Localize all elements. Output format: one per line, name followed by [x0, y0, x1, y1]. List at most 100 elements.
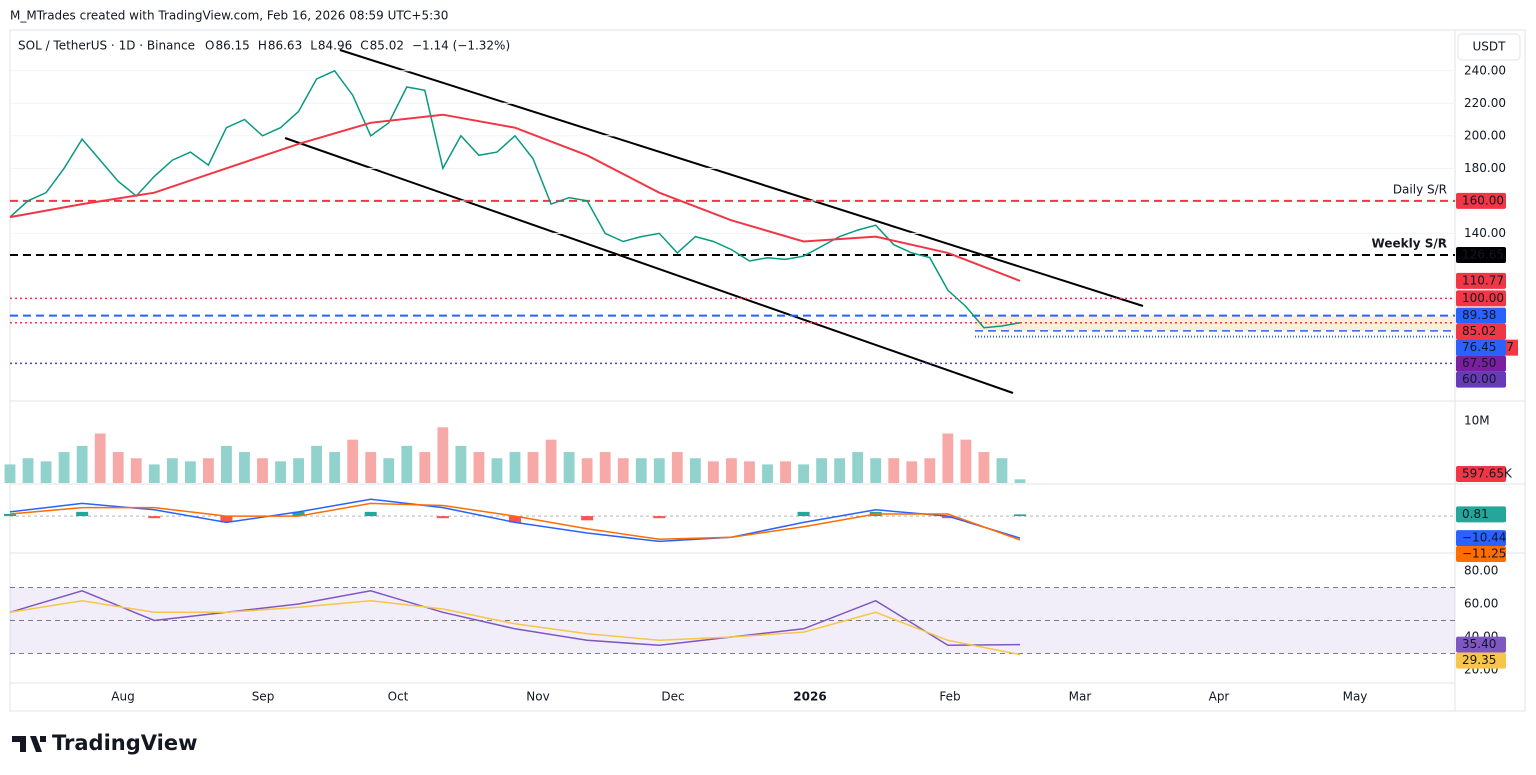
rsi-line [9, 590, 1021, 647]
channel-upper [339, 49, 1144, 307]
moving-average [9, 113, 1021, 282]
volume-bar [221, 445, 232, 483]
histogram-bar [436, 516, 449, 519]
volume-bar [22, 458, 34, 483]
currency-button[interactable] [1457, 33, 1521, 61]
volume-bar [311, 445, 323, 483]
volume-bar [437, 427, 449, 483]
volume-bar [293, 458, 304, 483]
volume-bar [563, 452, 575, 483]
level-label: 67.50 [1462, 356, 1496, 370]
ohlc-value: 84.96 [318, 39, 352, 53]
volume-bar [76, 445, 88, 483]
volume-bar [834, 458, 846, 483]
volume-bar [762, 464, 773, 483]
volume-bar [527, 452, 539, 483]
price-line [9, 69, 1021, 329]
volume-bar [184, 461, 196, 483]
histogram-bar [581, 516, 594, 521]
macd-label: −10.44 [1462, 531, 1506, 545]
volume-bar [239, 452, 250, 483]
x-tick-label: Feb [939, 690, 960, 704]
histogram-bar [4, 513, 16, 517]
volume-bar [58, 452, 70, 483]
histogram-bar [653, 516, 666, 519]
macd-label-box [1456, 546, 1506, 562]
volume-bar [347, 439, 359, 483]
ohlc-key: L [310, 39, 317, 53]
volume-bar [996, 458, 1008, 483]
volume-bar [744, 461, 755, 483]
volume-bar [40, 461, 52, 483]
histogram-bar [797, 511, 810, 517]
currency[interactable]: USDT [1473, 40, 1507, 54]
y-tick-label: 220.00 [1464, 96, 1506, 110]
histogram-bar [1014, 514, 1026, 517]
level-label: 60.00 [1462, 372, 1496, 386]
histogram-bar [509, 516, 521, 523]
rsi-label-box [1456, 652, 1506, 669]
volume-bar [275, 461, 286, 483]
histogram-bar [292, 511, 305, 517]
volume-bar [329, 452, 341, 483]
volume-label: 597.65K [1462, 467, 1513, 481]
volume-bar [726, 458, 737, 483]
last-price-box [1456, 323, 1506, 340]
y-tick-label: 200.00 [1464, 128, 1506, 142]
frame [9, 29, 1526, 712]
ohlc-key: O [205, 39, 214, 53]
level-label: 126.65 [1462, 248, 1504, 262]
volume-bar [816, 458, 828, 483]
symbol: SOL / TetherUS · 1D · Binance [18, 39, 195, 53]
level-text: Daily S/R [1393, 182, 1447, 196]
level-label-box [1456, 272, 1506, 289]
macd-label: −11.25 [1462, 547, 1506, 561]
level-label-box [1456, 307, 1506, 324]
rsi-line [9, 599, 1021, 656]
volume-bar [870, 458, 882, 483]
volume-bar [780, 461, 791, 483]
rsi-label: 35.40 [1462, 637, 1496, 651]
y-tick-label: 180.00 [1464, 161, 1506, 175]
rsi-label: 29.35 [1462, 653, 1496, 667]
y-tick-label: 240.00 [1464, 63, 1506, 77]
y-tick-label: 80.00 [1464, 564, 1498, 578]
histogram-bar [941, 516, 954, 519]
volume-bar [491, 458, 503, 483]
volume-bar [581, 458, 593, 483]
volume-bar [202, 458, 214, 483]
volume-bar [978, 452, 990, 483]
y-tick-label: 10M [1464, 414, 1490, 428]
level-label: 160.00 [1462, 193, 1504, 207]
channel-lower [284, 137, 1014, 394]
level-label-box [1456, 290, 1506, 307]
volume-bar [112, 452, 124, 483]
histogram-label: 0.81 [1462, 507, 1489, 521]
x-tick-label: Mar [1069, 690, 1092, 704]
volume-bar [401, 445, 413, 483]
volume-bar [671, 452, 683, 483]
x-tick-label: 2026 [793, 690, 826, 704]
x-tick-label: Dec [661, 690, 684, 704]
volume-bar [707, 461, 719, 483]
level-label: 76.45 [1462, 340, 1496, 354]
volume-bar [545, 439, 557, 483]
volume-bar [257, 458, 268, 483]
volume-bar [942, 433, 954, 483]
macd-line [9, 498, 1021, 543]
x-tick-label: Oct [388, 690, 409, 704]
volume-bar [419, 452, 431, 483]
histogram-bar [220, 516, 233, 523]
level-label-box [1456, 247, 1506, 264]
volume-bar [383, 458, 395, 483]
level-label: 100.00 [1462, 291, 1504, 305]
credit: M_MTrades created with TradingView.com, … [10, 9, 448, 23]
brand: TradingView [52, 731, 197, 755]
level-label-box [1456, 371, 1506, 388]
ohlc-value: 86.63 [268, 39, 302, 53]
volume-bar [473, 452, 485, 483]
volume-bar [852, 452, 864, 483]
level-text: Weekly S/R [1372, 237, 1447, 251]
